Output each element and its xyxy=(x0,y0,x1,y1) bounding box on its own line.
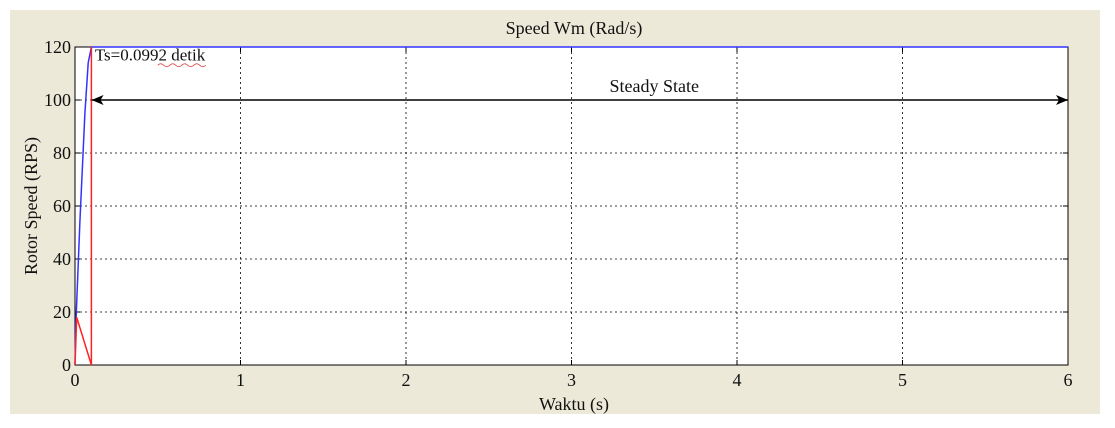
x-tick-label: 5 xyxy=(898,370,907,390)
chart-title: Speed Wm (Rad/s) xyxy=(506,18,643,39)
x-tick-label: 4 xyxy=(733,370,742,390)
series-lines xyxy=(74,46,1068,366)
x-axis-label: Waktu (s) xyxy=(539,394,609,414)
series-line-2 xyxy=(74,47,93,366)
annotations: Ts=0.0992 detik Steady State xyxy=(91,45,1068,105)
x-tick-label: 6 xyxy=(1064,370,1073,390)
y-tick-label: 20 xyxy=(53,302,71,322)
series-line-1 xyxy=(74,46,1068,366)
y-tick-label: 40 xyxy=(53,249,71,269)
y-tick-label: 0 xyxy=(62,355,71,375)
x-tick-label: 2 xyxy=(402,370,411,390)
y-tick-label: 60 xyxy=(53,196,71,216)
x-tick-label: 3 xyxy=(567,370,576,390)
x-tick-label: 1 xyxy=(236,370,245,390)
arrow-head-left xyxy=(91,95,104,105)
y-axis-label: Rotor Speed (RPS) xyxy=(21,137,42,275)
y-tick-label: 80 xyxy=(53,143,71,163)
settling-time-annotation: Ts=0.0992 detik xyxy=(95,45,206,64)
y-tick-label: 120 xyxy=(44,37,71,57)
arrow-head-right xyxy=(1056,95,1068,105)
x-tick-label: 0 xyxy=(71,370,80,390)
speed-chart: Speed Wm (Rad/s) 0 1 2 3 4 5 6020406080100120 … xyxy=(21,18,1073,414)
chart-frame: Speed Wm (Rad/s) 0 1 2 3 4 5 6 0 20 40 60 80 100 120 … xyxy=(10,10,1100,414)
y-tick-label: 100 xyxy=(44,90,71,110)
spellcheck-underline xyxy=(157,63,207,68)
steady-state-label: Steady State xyxy=(610,76,699,96)
